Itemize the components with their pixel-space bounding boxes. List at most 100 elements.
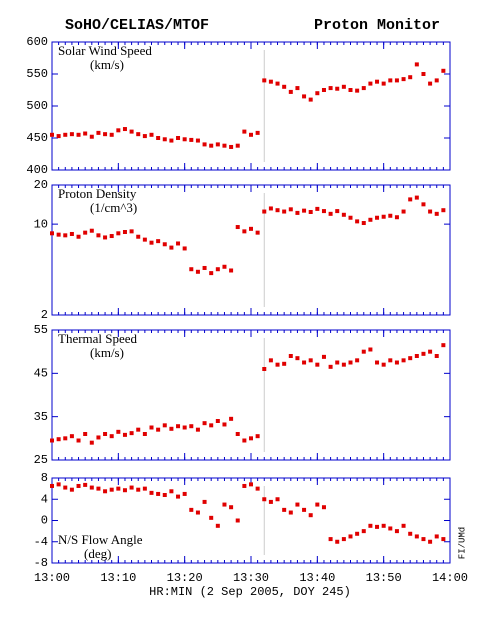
data-point — [76, 234, 81, 239]
data-point — [302, 94, 307, 99]
data-point — [109, 234, 114, 239]
data-point — [262, 497, 267, 502]
data-point — [142, 486, 147, 491]
data-point — [122, 432, 127, 437]
data-point — [355, 358, 360, 363]
data-point — [262, 209, 267, 214]
x-tick-label: 13:40 — [299, 571, 335, 585]
data-point — [434, 354, 439, 358]
data-point — [222, 143, 227, 148]
data-point — [375, 215, 380, 220]
data-point — [142, 432, 147, 436]
data-point — [50, 483, 54, 488]
data-point — [116, 429, 121, 434]
data-point — [434, 534, 439, 539]
data-point — [381, 523, 386, 528]
data-point — [69, 231, 74, 236]
data-point — [169, 426, 174, 431]
data-point — [116, 231, 121, 236]
data-point — [89, 228, 94, 233]
data-point — [69, 132, 74, 137]
data-point — [341, 362, 346, 367]
data-point — [414, 534, 419, 539]
data-point — [189, 137, 194, 142]
data-point — [129, 129, 134, 134]
data-point — [249, 482, 253, 487]
data-point — [229, 268, 234, 273]
data-point — [50, 231, 54, 236]
data-point — [295, 210, 300, 215]
data-point — [215, 142, 220, 147]
data-point — [288, 354, 293, 358]
data-point — [421, 202, 426, 207]
data-point — [162, 423, 167, 428]
y-tick-label: -8 — [34, 556, 48, 570]
panel-units: (1/cm^3) — [90, 200, 137, 215]
header-left: SoHO/CELIAS/MTOF — [65, 17, 209, 34]
data-point — [328, 364, 333, 369]
data-point — [235, 225, 240, 230]
data-point — [295, 502, 300, 507]
data-point — [222, 264, 227, 269]
data-point — [335, 86, 340, 91]
data-point — [388, 213, 393, 218]
data-point — [229, 416, 234, 421]
data-point — [441, 343, 446, 348]
y-tick-label: 35 — [34, 410, 48, 424]
data-point — [235, 518, 240, 523]
data-point — [428, 539, 433, 544]
data-point — [315, 91, 320, 96]
data-point — [136, 427, 141, 432]
data-point — [308, 358, 313, 363]
data-point — [109, 132, 114, 137]
y-tick-label: 45 — [34, 367, 48, 381]
y-tick-label: 10 — [34, 217, 48, 231]
data-point — [109, 487, 114, 492]
data-point — [209, 423, 214, 428]
data-point — [83, 482, 88, 487]
data-point — [321, 88, 326, 92]
data-point — [89, 485, 94, 490]
data-point — [414, 195, 419, 200]
data-point — [56, 232, 61, 237]
data-point — [89, 440, 94, 445]
data-point — [122, 488, 127, 493]
data-point — [262, 78, 267, 83]
data-point — [282, 507, 287, 512]
data-point — [348, 215, 353, 220]
data-point — [109, 434, 114, 439]
data-point — [242, 129, 247, 134]
data-point — [69, 487, 74, 492]
data-point — [255, 230, 260, 235]
data-point — [388, 358, 393, 363]
data-point — [355, 88, 360, 93]
data-point — [96, 130, 101, 135]
data-point — [63, 436, 68, 441]
data-point — [388, 78, 393, 83]
data-point — [375, 79, 380, 84]
data-point — [288, 510, 293, 515]
data-point — [321, 505, 326, 510]
data-point — [275, 208, 280, 213]
data-point — [394, 529, 399, 534]
data-point — [63, 132, 68, 137]
data-point — [308, 513, 313, 518]
data-point — [156, 136, 161, 140]
data-point — [209, 515, 214, 520]
data-point — [189, 267, 194, 272]
data-point — [348, 88, 353, 92]
panel-title: Thermal Speed — [58, 331, 138, 346]
data-point — [275, 497, 280, 502]
data-point — [209, 271, 214, 276]
data-point — [162, 493, 167, 497]
data-point — [441, 208, 446, 213]
data-point — [335, 539, 340, 544]
data-point — [401, 358, 406, 363]
y-tick-label: 25 — [34, 453, 48, 467]
data-point — [282, 84, 287, 89]
data-point — [176, 494, 181, 499]
data-point — [149, 490, 154, 495]
data-point — [295, 86, 300, 91]
data-point — [328, 537, 333, 542]
